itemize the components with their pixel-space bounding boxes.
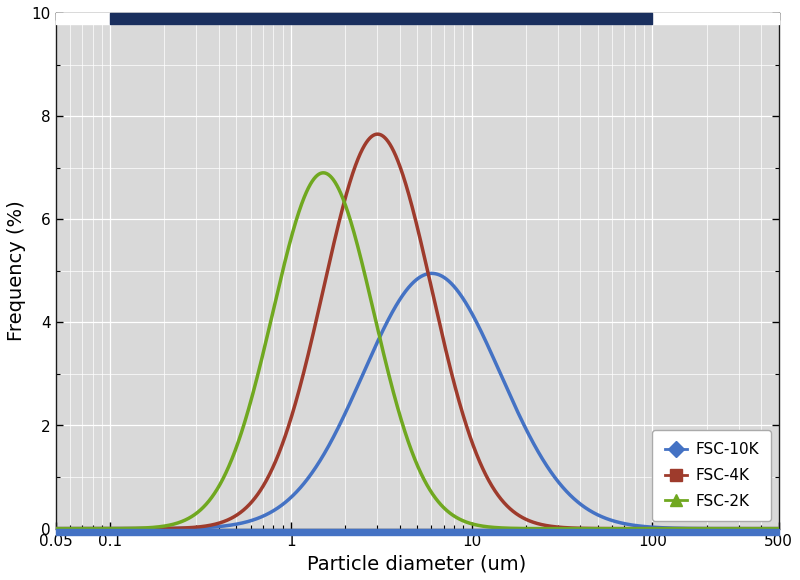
X-axis label: Particle diameter (um): Particle diameter (um) [307, 554, 526, 573]
Legend: FSC-10K, FSC-4K, FSC-2K: FSC-10K, FSC-4K, FSC-2K [652, 430, 771, 521]
Y-axis label: Frequency (%): Frequency (%) [7, 201, 26, 341]
